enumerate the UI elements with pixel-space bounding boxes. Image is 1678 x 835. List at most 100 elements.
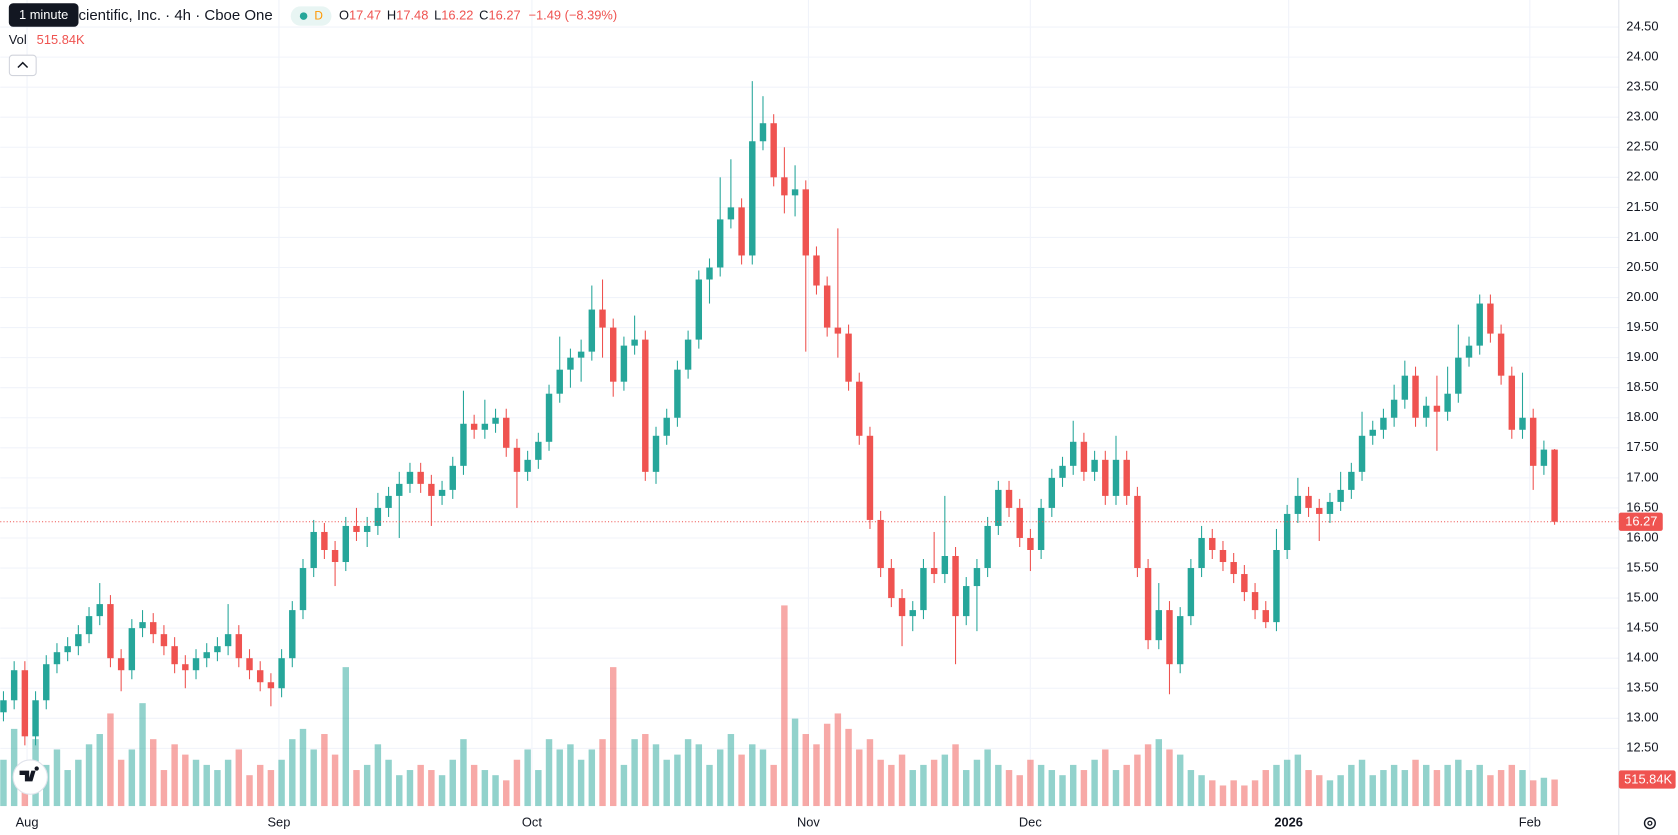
candle-body — [64, 646, 71, 653]
candle-body — [1519, 417, 1526, 430]
candle-body — [1112, 459, 1120, 496]
candle-body — [449, 465, 456, 490]
candle-body — [1283, 513, 1291, 550]
volume-bar — [1283, 759, 1291, 807]
volume-bar — [256, 764, 264, 807]
candle-body — [1423, 405, 1430, 418]
candle-body — [417, 471, 424, 484]
volume-bar — [203, 764, 210, 807]
volume-bar — [374, 744, 382, 807]
volume-bar — [1401, 770, 1409, 807]
volume-bar — [577, 759, 585, 807]
candle-body — [802, 189, 809, 256]
volume-bar — [727, 734, 735, 807]
candle-body — [1176, 616, 1184, 665]
candle-body — [117, 658, 125, 671]
candle-body — [1390, 399, 1398, 418]
candle-body — [759, 123, 767, 142]
candle-body — [1358, 435, 1366, 472]
price-axis: 12.50 13.00 13.50 14.00 14.50 15.00 15.50 16.00… — [16, 0, 1676, 835]
volume-bar — [1166, 749, 1173, 807]
y-tick-label: 18.00 — [1626, 409, 1658, 424]
volume-bar — [139, 703, 146, 807]
symbol-title: cientific, Inc. · 4h · Cboe One — [78, 7, 272, 24]
candle-body — [535, 441, 542, 460]
volume-bar — [406, 770, 414, 807]
candle-body — [481, 423, 489, 430]
candle-body — [1294, 495, 1302, 514]
candle-body — [1059, 465, 1066, 478]
candle-body — [1027, 537, 1034, 550]
y-tick-label: 23.00 — [1626, 109, 1658, 124]
volume-bar — [1123, 764, 1130, 807]
y-tick-label: 21.00 — [1626, 229, 1658, 244]
last-price-box — [1618, 512, 1663, 531]
candle-body — [1326, 501, 1334, 514]
candle-body — [310, 531, 317, 569]
y-tick-label: 17.50 — [1626, 439, 1658, 454]
candle-body — [1241, 574, 1248, 593]
volume-value-label: 515.84K — [1624, 771, 1672, 786]
candle-body — [214, 646, 221, 653]
volume-bar — [1551, 779, 1558, 807]
ohlc-key: O — [339, 8, 349, 23]
volume-bar — [1037, 764, 1045, 807]
volume-bar — [802, 734, 809, 807]
volume-bar — [1529, 780, 1537, 807]
volume-bar — [150, 739, 157, 807]
candle-body — [567, 357, 574, 370]
candle-body — [995, 489, 1002, 526]
volume-bar — [791, 718, 799, 807]
volume-bar — [1187, 770, 1195, 807]
y-tick-label: 23.50 — [1626, 79, 1658, 94]
ohlc-key: H — [387, 8, 396, 23]
x-tick-label: Feb — [1519, 815, 1541, 830]
candle-body — [1497, 333, 1505, 376]
volume-bar — [695, 744, 703, 807]
volume-bar — [1423, 764, 1430, 807]
y-tick-label: 24.50 — [1626, 18, 1658, 33]
volume-bar — [363, 764, 371, 807]
candle-body — [684, 339, 692, 370]
volume-bar — [428, 770, 435, 807]
volume-bar — [331, 754, 339, 807]
volume-bar — [920, 764, 927, 807]
logo-mark — [19, 766, 39, 782]
collapse-button[interactable] — [8, 54, 37, 77]
candle-body — [470, 423, 478, 430]
y-tick-label: 13.00 — [1626, 710, 1658, 725]
candle-body — [545, 393, 553, 442]
y-tick-label: 13.50 — [1626, 680, 1658, 695]
candle-body — [96, 604, 103, 617]
volume-bar — [1358, 759, 1366, 807]
volume-bar — [224, 759, 232, 807]
candle-body — [428, 483, 435, 496]
candle-body — [203, 652, 210, 659]
candle-body — [385, 495, 392, 508]
last-price-label: 16.27 — [1625, 514, 1657, 529]
volume-bar — [278, 759, 285, 807]
volume-bar — [1016, 775, 1023, 807]
settings-icon[interactable] — [1643, 817, 1656, 830]
candle-body — [1401, 375, 1409, 400]
volume-bar — [289, 739, 296, 807]
candle-body — [1219, 549, 1227, 563]
candle-body — [1412, 375, 1419, 418]
volume-bar — [823, 723, 831, 807]
candle-body — [267, 682, 275, 689]
candle-body — [1551, 449, 1558, 522]
candle-body — [716, 219, 724, 268]
candle-body — [1508, 375, 1516, 430]
volume-bar — [1433, 770, 1441, 807]
volume-bar — [503, 780, 510, 807]
candle-body — [1080, 441, 1088, 472]
candle-body — [107, 604, 114, 659]
volume-bar — [53, 749, 61, 807]
volume-bar — [1155, 739, 1163, 807]
candle-body — [1091, 459, 1098, 472]
status-badge[interactable] — [290, 6, 332, 26]
volume-bar — [1412, 759, 1419, 807]
volume-bar — [759, 749, 767, 807]
candle-body — [1166, 610, 1173, 665]
